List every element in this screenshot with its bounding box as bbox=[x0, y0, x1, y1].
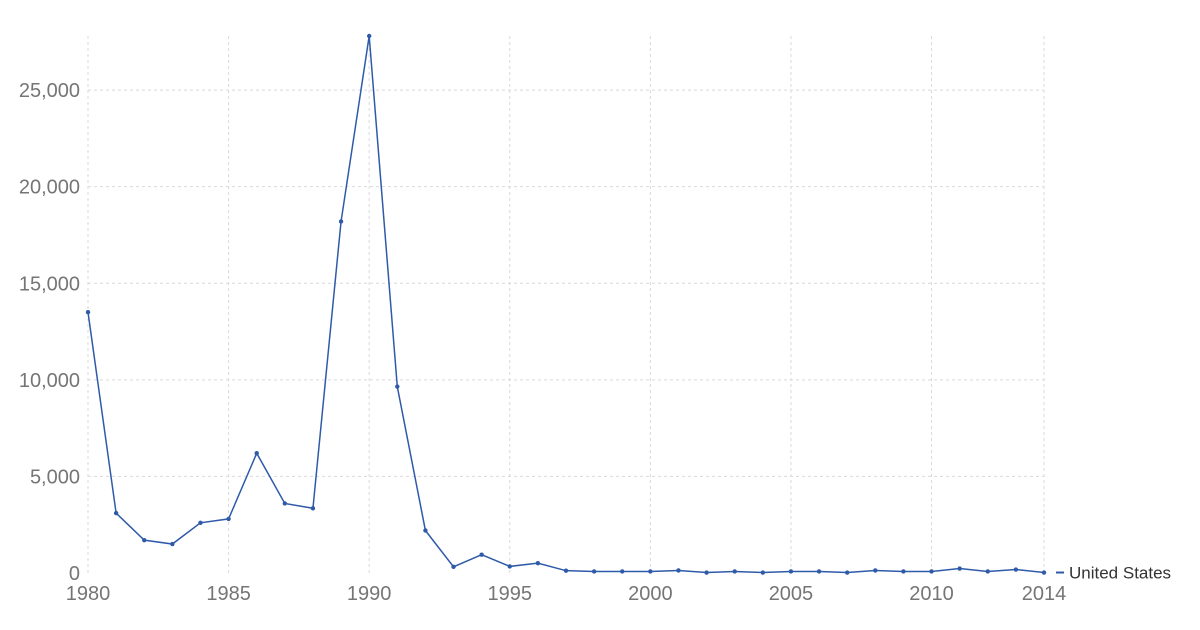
data-point bbox=[563, 568, 569, 573]
data-point bbox=[507, 564, 512, 569]
data-point bbox=[929, 569, 934, 574]
data-point bbox=[113, 510, 119, 516]
data-point bbox=[226, 516, 231, 522]
data-point bbox=[620, 569, 625, 574]
data-point bbox=[395, 384, 400, 389]
data-point bbox=[816, 569, 822, 574]
data-point bbox=[901, 569, 906, 574]
data-point bbox=[1041, 570, 1047, 575]
data-point bbox=[1013, 567, 1019, 572]
y-tick-label: 0 bbox=[69, 563, 80, 585]
x-tick-label: 1995 bbox=[488, 583, 533, 605]
y-tick-label: 25,000 bbox=[19, 80, 80, 102]
data-point bbox=[535, 560, 541, 566]
data-point bbox=[676, 568, 681, 573]
x-tick-label: 1980 bbox=[66, 583, 111, 605]
data-point bbox=[479, 552, 484, 557]
legend: United States bbox=[1056, 564, 1171, 583]
x-tick-label: 2014 bbox=[1022, 583, 1067, 605]
x-tick-label: 1985 bbox=[206, 583, 251, 605]
data-point bbox=[957, 566, 962, 571]
data-point bbox=[423, 528, 428, 533]
data-point bbox=[142, 537, 147, 543]
x-tick-label: 2000 bbox=[628, 583, 673, 605]
data-point bbox=[366, 33, 372, 39]
x-tick-label: 2005 bbox=[769, 583, 814, 605]
grid-layer bbox=[87, 36, 1045, 573]
y-tick-label: 10,000 bbox=[19, 370, 80, 392]
data-point bbox=[310, 506, 316, 511]
data-point bbox=[704, 570, 709, 575]
series-layer bbox=[85, 33, 1047, 575]
data-point bbox=[648, 569, 653, 574]
data-point bbox=[282, 501, 288, 506]
data-point bbox=[170, 541, 175, 547]
data-point bbox=[985, 569, 990, 574]
x-tick-label: 2010 bbox=[909, 583, 954, 605]
data-point bbox=[338, 219, 344, 224]
data-point bbox=[591, 569, 597, 574]
data-point bbox=[198, 520, 203, 525]
legend-label: United States bbox=[1069, 564, 1171, 583]
data-point bbox=[254, 451, 259, 456]
series-line bbox=[87, 35, 1045, 574]
y-axis: 0 5,000 10,000 15,000 20,000 25,000 bbox=[19, 80, 80, 585]
data-point bbox=[760, 570, 766, 575]
data-point bbox=[732, 569, 737, 574]
data-point bbox=[844, 570, 850, 575]
data-point bbox=[788, 569, 794, 574]
y-tick-label: 15,000 bbox=[19, 273, 80, 295]
data-point bbox=[85, 310, 91, 315]
data-point bbox=[451, 564, 456, 570]
y-tick-label: 20,000 bbox=[19, 177, 80, 199]
x-axis: 1980 1985 1990 1995 2000 2005 2010 2014 bbox=[66, 583, 1067, 605]
x-tick-label: 1990 bbox=[347, 583, 392, 605]
data-point bbox=[873, 568, 878, 573]
y-tick-label: 5,000 bbox=[30, 466, 80, 488]
